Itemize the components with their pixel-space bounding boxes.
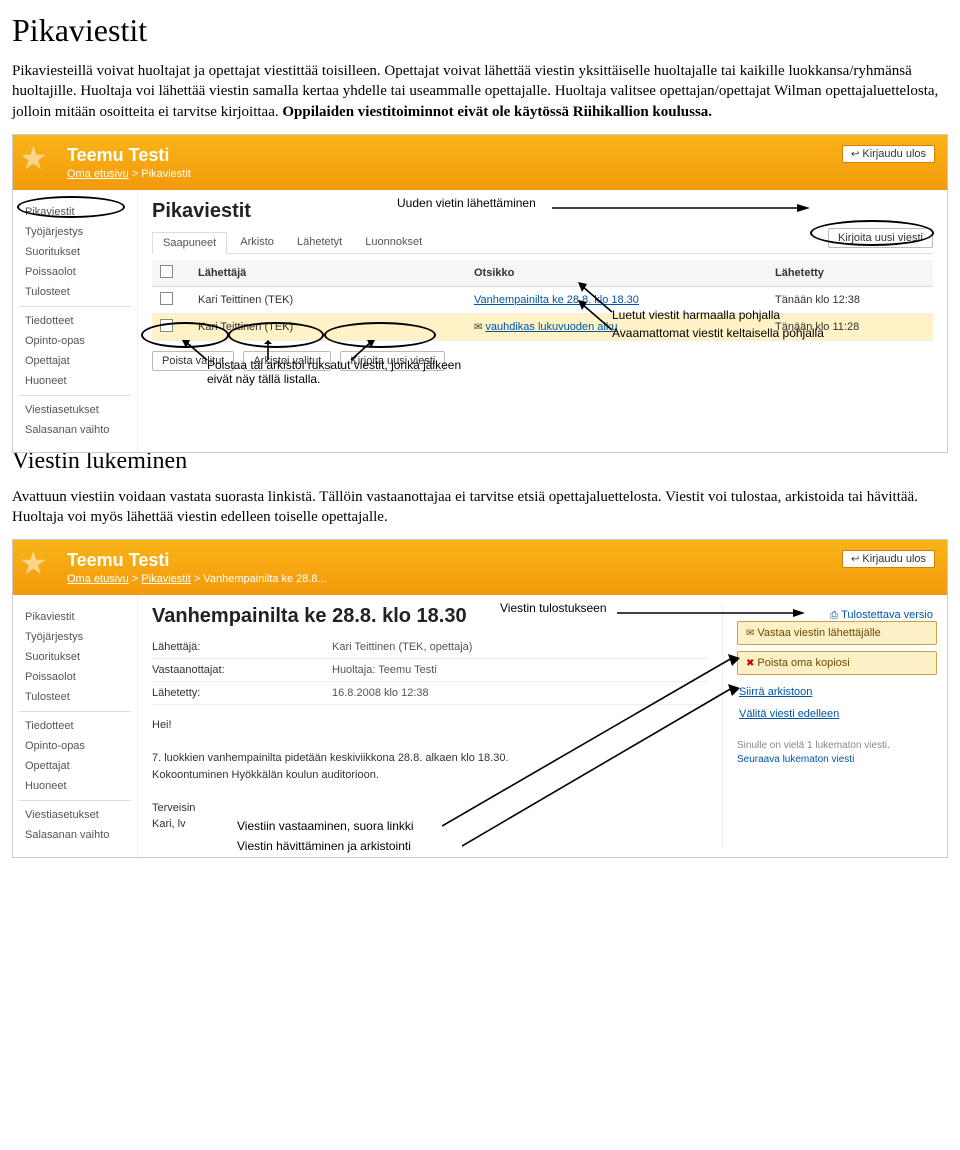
breadcrumb: Oma etusivu > Pikaviestit <box>67 168 933 180</box>
message-title: Vanhempainilta ke 28.8. klo 18.30 <box>152 605 708 628</box>
main-panel: Pikaviestit Kirjoita uusi viesti Saapune… <box>138 190 947 452</box>
crumb-current: Vanhempainilta ke 28.8... <box>203 573 326 585</box>
logout-icon: ↩ <box>851 149 859 160</box>
sidebar-item[interactable]: Suoritukset <box>19 647 131 667</box>
field-sent-label: Lähetetty: <box>152 687 332 699</box>
field-sender-label: Lähettäjä: <box>152 641 332 653</box>
sidebar-item[interactable]: Viestiasetukset <box>19 805 131 825</box>
sidebar-item[interactable]: Opinto-opas <box>19 331 131 351</box>
sidebar: Pikaviestit Työjärjestys Suoritukset Poi… <box>13 190 138 452</box>
right-sidebar: ✉Vastaa viestin lähettäjälle ✖Poista oma… <box>722 605 947 847</box>
sidebar-item[interactable]: Suoritukset <box>19 242 131 262</box>
write-new-button-2[interactable]: Kirjoita uusi viesti <box>340 351 445 371</box>
screenshot-2: ★ Teemu Testi Oma etusivu > Pikaviestit … <box>12 539 948 858</box>
user-name: Teemu Testi <box>67 145 933 166</box>
message-body: Hei! 7. luokkien vanhempainilta pidetään… <box>152 705 708 845</box>
archive-selected-button[interactable]: Arkistoi valitut <box>243 351 331 371</box>
delete-button[interactable]: ✖Poista oma kopiosi <box>737 651 937 675</box>
sidebar-item[interactable]: Opettajat <box>19 756 131 776</box>
delete-selected-button[interactable]: Poista valitut <box>152 351 234 371</box>
logout-button[interactable]: ↩Kirjaudu ulos <box>842 550 935 568</box>
field-receivers-value: Huoltaja: Teemu Testi <box>332 664 437 676</box>
crumb-current: Pikaviestit <box>141 168 191 180</box>
intro-bold: Oppilaiden viestitoiminnot eivät ole käy… <box>282 104 712 120</box>
col-sender: Lähettäjä <box>190 260 466 287</box>
row-checkbox[interactable] <box>160 292 173 305</box>
field-sent-value: 16.8.2008 klo 12:38 <box>332 687 429 699</box>
sidebar-item[interactable]: Tulosteet <box>19 282 131 302</box>
sidebar-item[interactable]: Työjärjestys <box>19 627 131 647</box>
message-tabs: Saapuneet Arkisto Lähetetyt Luonnokset <box>152 231 933 254</box>
sidebar-item[interactable]: Pikaviestit <box>19 607 131 627</box>
tab-drafts[interactable]: Luonnokset <box>355 232 432 252</box>
crumb-home[interactable]: Oma etusivu <box>67 168 129 180</box>
app-header: ★ Teemu Testi Oma etusivu > Pikaviestit … <box>13 135 947 190</box>
logout-icon: ↩ <box>851 554 859 565</box>
user-name: Teemu Testi <box>67 550 933 571</box>
sidebar-item[interactable]: Tiedotteet <box>19 716 131 736</box>
printable-link[interactable]: ⎙Tulostettava versio <box>830 609 933 621</box>
sidebar-item[interactable]: Poissaolot <box>19 262 131 282</box>
sidebar-item[interactable]: Pikaviestit <box>19 202 131 222</box>
cell-subject-link[interactable]: Vanhempainilta ke 28.8. klo 18.30 <box>474 294 639 306</box>
next-unread-link[interactable]: Seuraava lukematon viesti <box>737 754 854 765</box>
breadcrumb: Oma etusivu > Pikaviestit > Vanhempainil… <box>67 573 933 585</box>
message-row[interactable]: Kari Teittinen (TEK) Vanhempainilta ke 2… <box>152 286 933 313</box>
main-panel: Vanhempainilta ke 28.8. klo 18.30 ⎙Tulos… <box>138 595 947 857</box>
delete-icon: ✖ <box>746 658 754 669</box>
reply-button[interactable]: ✉Vastaa viestin lähettäjälle <box>737 621 937 645</box>
field-receivers-label: Vastaanottajat: <box>152 664 332 676</box>
sidebar: Pikaviestit Työjärjestys Suoritukset Poi… <box>13 595 138 857</box>
sidebar-item[interactable]: Viestiasetukset <box>19 400 131 420</box>
tab-inbox[interactable]: Saapuneet <box>152 232 227 254</box>
envelope-icon: ✉ <box>746 628 754 639</box>
logo-star-icon: ★ <box>19 139 48 177</box>
col-sent: Lähetetty <box>767 260 933 287</box>
sidebar-item[interactable]: Tiedotteet <box>19 311 131 331</box>
sidebar-item[interactable]: Opinto-opas <box>19 736 131 756</box>
message-list: Lähettäjä Otsikko Lähetetty Kari Teittin… <box>152 260 933 341</box>
sidebar-item[interactable]: Tulosteet <box>19 687 131 707</box>
forward-link[interactable]: Välitä viesti edelleen <box>737 703 937 725</box>
crumb-messages[interactable]: Pikaviestit <box>141 573 191 585</box>
logout-button[interactable]: ↩Kirjaudu ulos <box>842 145 935 163</box>
app-header: ★ Teemu Testi Oma etusivu > Pikaviestit … <box>13 540 947 595</box>
intro-paragraph: Pikaviesteillä voivat huoltajat ja opett… <box>12 61 948 122</box>
sidebar-item[interactable]: Salasanan vaihto <box>19 420 131 440</box>
field-sender-value: Kari Teittinen (TEK, opettaja) <box>332 641 472 653</box>
sidebar-item[interactable]: Huoneet <box>19 371 131 391</box>
sidebar-item[interactable]: Työjärjestys <box>19 222 131 242</box>
logo-star-icon: ★ <box>19 544 48 582</box>
row-checkbox[interactable] <box>160 319 173 332</box>
sidebar-item[interactable]: Poissaolot <box>19 667 131 687</box>
sidebar-item[interactable]: Huoneet <box>19 776 131 796</box>
select-all-checkbox[interactable] <box>160 265 173 278</box>
col-subject: Otsikko <box>466 260 767 287</box>
archive-link[interactable]: Siirrä arkistoon <box>737 681 937 703</box>
message-row[interactable]: Kari Teittinen (TEK) ✉vauhdikas lukuvuod… <box>152 313 933 340</box>
screenshot-1: ★ Teemu Testi Oma etusivu > Pikaviestit … <box>12 134 948 453</box>
page-title: Pikaviestit <box>12 12 948 49</box>
panel-title: Pikaviestit <box>152 200 933 223</box>
sidebar-item[interactable]: Salasanan vaihto <box>19 825 131 845</box>
section-2-paragraph: Avattuun viestiin voidaan vastata suoras… <box>12 487 948 528</box>
tab-sent[interactable]: Lähetetyt <box>287 232 352 252</box>
cell-sender: Kari Teittinen (TEK) <box>190 313 466 340</box>
crumb-home[interactable]: Oma etusivu <box>67 573 129 585</box>
print-icon: ⎙ <box>830 610 838 621</box>
cell-sender: Kari Teittinen (TEK) <box>190 286 466 313</box>
cell-subject-link[interactable]: vauhdikas lukuvuoden alku <box>485 321 617 333</box>
cell-sent: Tänään klo 11:28 <box>767 313 933 340</box>
sidebar-item[interactable]: Opettajat <box>19 351 131 371</box>
cell-sent: Tänään klo 12:38 <box>767 286 933 313</box>
tab-archive[interactable]: Arkisto <box>230 232 284 252</box>
envelope-icon: ✉ <box>474 322 482 333</box>
action-bar: Poista valitut Arkistoi valitut Kirjoita… <box>152 351 933 371</box>
unread-info: Sinulle on vielä 1 lukematon viesti. Seu… <box>737 739 937 767</box>
